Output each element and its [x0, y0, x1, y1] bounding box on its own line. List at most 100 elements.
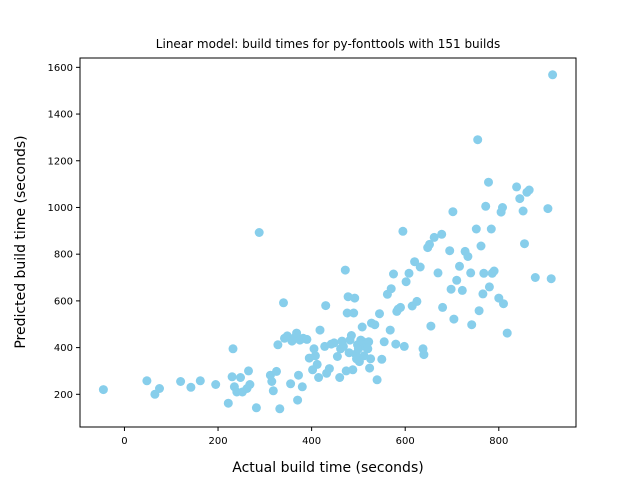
data-point	[404, 268, 414, 278]
data-point	[273, 340, 283, 350]
data-point	[412, 296, 422, 306]
x-tick-label: 400	[302, 436, 321, 447]
data-point	[297, 382, 307, 392]
data-point	[268, 386, 278, 396]
data-point	[342, 308, 352, 318]
data-point	[294, 370, 303, 380]
data-point	[349, 308, 359, 318]
data-point	[279, 298, 288, 308]
data-point	[484, 282, 494, 292]
data-point	[401, 277, 411, 287]
data-point	[543, 204, 553, 214]
y-tick-label: 200	[54, 390, 73, 401]
data-point	[223, 398, 233, 408]
data-point	[275, 404, 285, 414]
data-point	[386, 284, 396, 294]
data-point	[457, 285, 467, 295]
data-points	[98, 70, 558, 414]
data-point	[520, 239, 529, 249]
data-point	[548, 70, 558, 80]
data-point	[375, 309, 384, 319]
data-point	[467, 320, 477, 330]
data-point	[448, 207, 458, 217]
data-point	[377, 354, 387, 364]
data-point	[502, 328, 512, 338]
data-point	[142, 376, 152, 386]
data-point	[340, 265, 350, 275]
data-point	[478, 289, 488, 299]
data-point	[346, 331, 356, 340]
data-point	[363, 344, 373, 354]
data-point	[471, 224, 481, 234]
data-point	[484, 177, 493, 187]
data-point	[445, 246, 455, 256]
data-point	[452, 275, 462, 285]
data-point	[293, 395, 303, 405]
data-point	[353, 344, 363, 354]
y-tick-label: 1000	[48, 203, 73, 214]
data-point	[512, 182, 522, 192]
data-point	[455, 261, 464, 271]
data-point	[315, 325, 325, 335]
data-point	[449, 314, 459, 324]
data-point	[228, 344, 238, 354]
data-point	[446, 284, 456, 294]
data-point	[546, 274, 556, 284]
data-point	[332, 352, 342, 361]
y-axis-label: Predicted build time (seconds)	[13, 135, 29, 348]
data-point	[364, 337, 374, 347]
data-point	[410, 257, 420, 267]
data-point	[292, 328, 302, 338]
data-point	[314, 373, 324, 382]
x-axis-ticks: 0 200 400 600 800	[121, 427, 508, 447]
data-point	[479, 268, 489, 278]
data-point	[254, 228, 264, 237]
data-point	[515, 194, 525, 204]
y-tick-label: 1400	[48, 110, 73, 121]
y-tick-label: 800	[54, 250, 73, 261]
data-point	[476, 241, 486, 251]
data-point	[245, 380, 255, 389]
data-point	[396, 302, 405, 312]
data-point	[372, 375, 382, 385]
data-point	[286, 379, 296, 389]
data-point	[474, 306, 484, 316]
y-tick-label: 400	[54, 343, 73, 354]
data-point	[389, 269, 398, 279]
plot-frame	[79, 57, 577, 428]
data-point	[338, 341, 348, 351]
data-point	[251, 403, 261, 413]
data-point	[312, 359, 322, 369]
data-point	[211, 380, 221, 389]
data-point	[272, 366, 281, 376]
data-point	[499, 299, 508, 309]
data-point	[391, 339, 401, 349]
data-point	[481, 201, 491, 211]
y-axis-ticks: 200 400 600 800 1000 1200 1400 1600	[48, 63, 80, 401]
x-tick-label: 600	[396, 436, 415, 447]
data-point	[186, 382, 196, 392]
data-point	[366, 354, 376, 364]
data-point	[348, 365, 358, 375]
chart-title: Linear model: build times for py-fonttoo…	[156, 37, 500, 51]
data-point	[155, 384, 164, 393]
data-point	[324, 364, 334, 374]
x-axis-label: Actual build time (seconds)	[232, 460, 423, 476]
data-point	[419, 350, 429, 360]
data-point	[309, 344, 319, 354]
data-point	[425, 239, 434, 249]
data-point	[98, 385, 108, 395]
data-point	[385, 325, 395, 335]
data-point	[433, 268, 443, 278]
x-tick-label: 800	[489, 436, 508, 447]
data-point	[498, 203, 507, 212]
data-point	[438, 302, 448, 312]
data-point	[518, 206, 528, 216]
data-point	[463, 252, 473, 261]
y-tick-label: 1600	[48, 63, 73, 74]
data-point	[302, 334, 312, 344]
data-point	[473, 135, 483, 145]
data-point	[227, 372, 237, 382]
data-point	[236, 373, 245, 382]
